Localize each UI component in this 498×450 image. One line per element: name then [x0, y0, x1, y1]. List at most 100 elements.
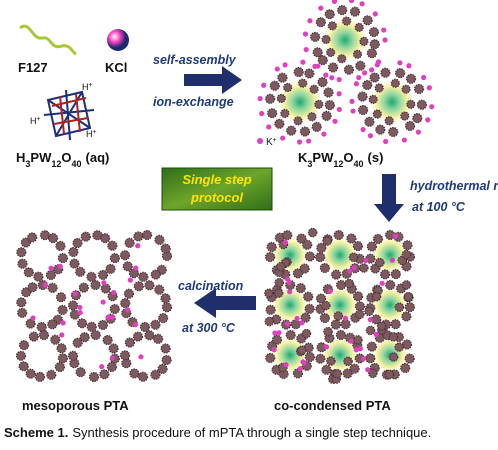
- pta-particle: [265, 251, 276, 263]
- pta-particle: [299, 263, 310, 274]
- potassium-dot: [48, 265, 54, 271]
- potassium-dot: [266, 124, 272, 130]
- pta-particle: [293, 116, 303, 126]
- pta-particle: [401, 249, 412, 260]
- pta-particle: [17, 258, 28, 269]
- pta-particle: [264, 316, 275, 327]
- pta-particle: [144, 330, 155, 341]
- pta-particle: [312, 47, 323, 58]
- potassium-dot: [382, 37, 388, 43]
- pta-particle: [18, 361, 29, 372]
- pta-particle: [295, 283, 306, 294]
- pta-particle: [327, 21, 337, 31]
- pta-particle: [404, 353, 415, 364]
- proton-label: H+: [82, 82, 93, 93]
- pta-particle: [296, 233, 307, 244]
- pta-particle: [322, 236, 332, 246]
- pta-particle: [271, 334, 283, 345]
- potassium-dot: [336, 106, 342, 113]
- pta-particle: [402, 240, 413, 251]
- pta-particle: [323, 326, 333, 337]
- pta-particle: [406, 99, 416, 109]
- pta-particle: [67, 300, 79, 311]
- potassium-dot: [282, 239, 289, 245]
- pta-particle: [39, 230, 51, 241]
- arrow-down: [374, 174, 404, 222]
- pta-particle: [265, 93, 276, 104]
- pta-particle: [372, 233, 384, 245]
- pta-particle: [160, 243, 171, 254]
- pta-particle: [45, 269, 57, 281]
- pta-particle: [352, 291, 364, 302]
- potassium-dot: [271, 347, 277, 353]
- pta-particle: [139, 321, 151, 333]
- potassium-dot: [332, 118, 338, 124]
- potassium-dot: [353, 81, 360, 87]
- pta-particle: [366, 48, 377, 59]
- pta-particle: [132, 331, 144, 342]
- pta-particle: [327, 62, 339, 73]
- pta-particle: [138, 271, 149, 282]
- potassium-dot: [100, 299, 106, 305]
- step1-text: ion-exchange: [153, 95, 234, 109]
- pta-particle: [17, 307, 28, 319]
- potassium-dot: [327, 288, 333, 294]
- pta-particle: [372, 109, 382, 119]
- pta-particle: [368, 26, 380, 38]
- pta-particle: [332, 368, 342, 379]
- pta-particle: [315, 293, 327, 304]
- pta-particle: [79, 332, 90, 343]
- pta-particle: [47, 319, 58, 330]
- particles: [15, 0, 435, 384]
- potassium-dot: [101, 280, 107, 286]
- pta-particle: [156, 264, 167, 275]
- pta-particle: [108, 343, 119, 354]
- pta-particle: [133, 281, 144, 292]
- pta-particle: [304, 303, 315, 314]
- pta-particle: [352, 241, 364, 252]
- pta-particle: [404, 120, 416, 132]
- pta-particle: [401, 311, 412, 322]
- arrow-right: [184, 66, 242, 94]
- pta-particle: [141, 229, 153, 241]
- potassium-dot: [42, 282, 48, 288]
- potassium-dot: [383, 138, 389, 145]
- pta-particle: [376, 321, 387, 331]
- pta-particle: [25, 368, 36, 379]
- pta-particle: [36, 321, 47, 333]
- pta-particle: [374, 257, 385, 268]
- pta-particle: [307, 112, 317, 122]
- potassium-dot: [30, 315, 36, 321]
- pta-particle: [395, 68, 406, 79]
- potassium-dot: [367, 133, 374, 139]
- pta-particle: [55, 240, 66, 252]
- protocol-text: protocol: [190, 190, 243, 205]
- potassium-dot: [99, 364, 105, 370]
- potassium-dot: [369, 67, 375, 73]
- pta-particle: [349, 363, 360, 374]
- pta-particle: [365, 325, 376, 336]
- potassium-dot: [59, 332, 65, 338]
- pta-particle: [266, 241, 277, 253]
- potassium-dot: [323, 344, 330, 350]
- potassium-dot: [329, 75, 335, 81]
- potassium-dot: [331, 0, 338, 5]
- potassium-dot: [353, 347, 359, 353]
- pta-particle: [348, 252, 359, 263]
- pta-particle: [302, 239, 313, 250]
- salt-label: KCl: [105, 60, 127, 75]
- pta-particle: [401, 280, 412, 290]
- potassium-dot: [287, 289, 293, 295]
- pta-particle: [388, 332, 399, 342]
- potassium-dot: [127, 277, 133, 283]
- pta-particle: [315, 17, 326, 28]
- pta-particle: [335, 329, 347, 341]
- potassium-dot: [109, 355, 116, 361]
- pta-particle: [161, 354, 172, 366]
- potassium-dot: [351, 264, 357, 271]
- pta-particle: [314, 99, 324, 110]
- pta-particle: [355, 60, 366, 71]
- potassium-dot: [138, 354, 144, 360]
- pta-particle: [120, 298, 131, 309]
- pta-particle: [315, 252, 326, 263]
